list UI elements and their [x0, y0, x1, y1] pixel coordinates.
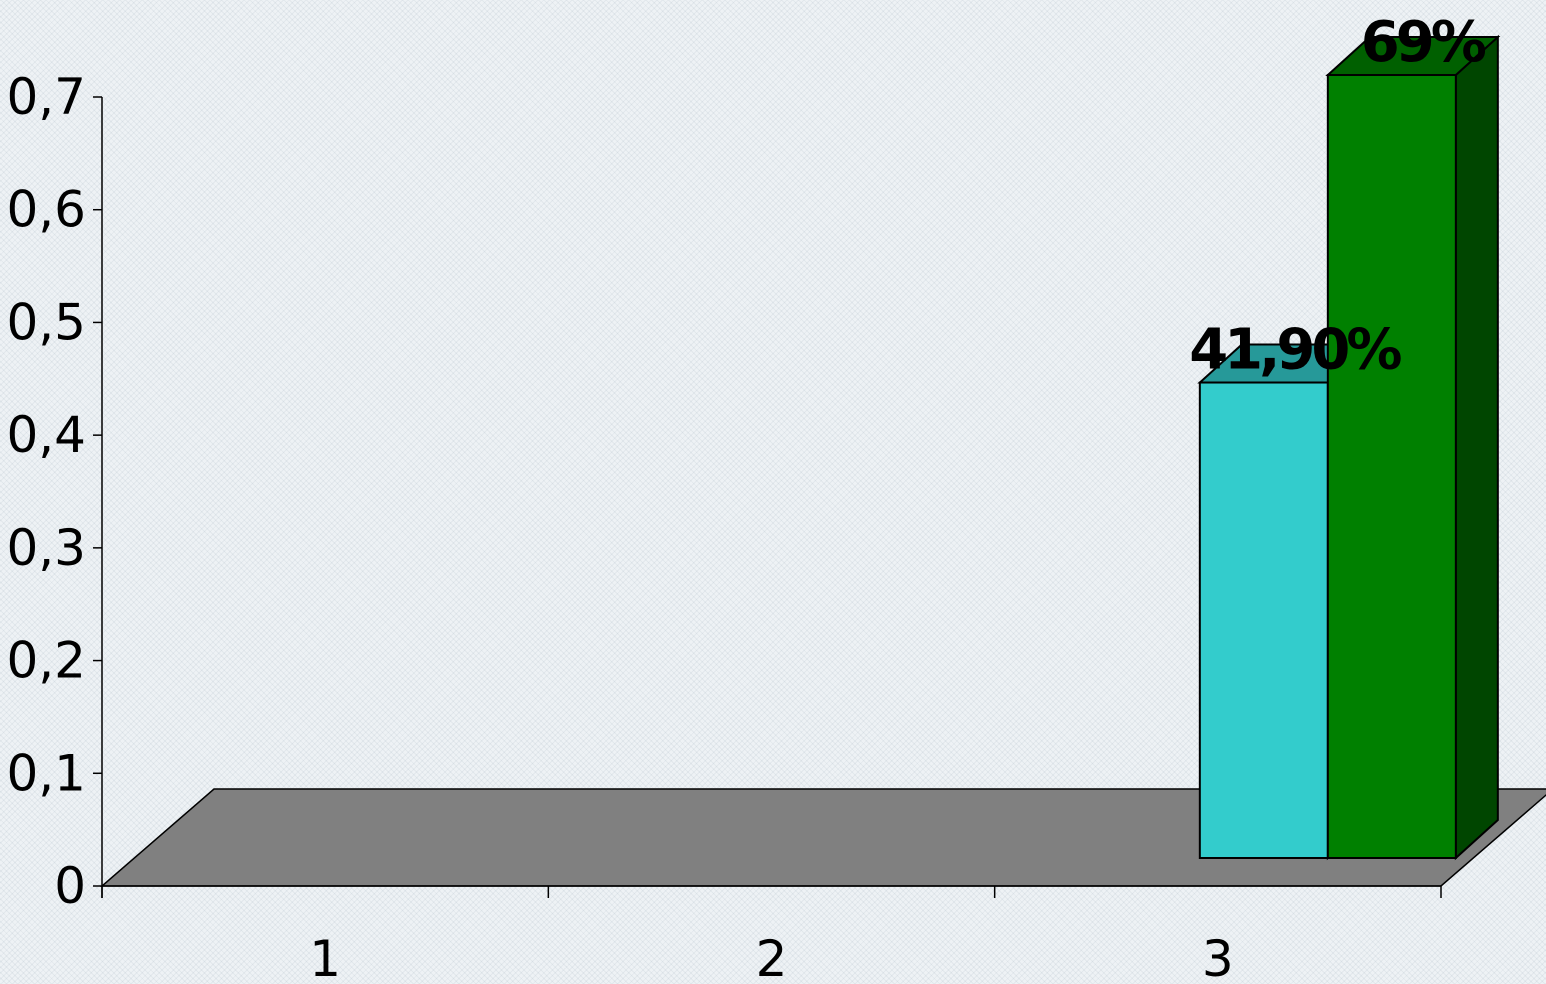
- x-tick-label: 2: [756, 930, 788, 984]
- y-tick-label: 0,3: [6, 519, 86, 577]
- y-tick-label: 0,7: [6, 68, 86, 126]
- y-tick-label: 0,4: [6, 406, 86, 464]
- data-label: 41,90%: [1189, 318, 1401, 383]
- labels-group: 41,90% 69%: [1189, 10, 1490, 383]
- bar-side-face: [1454, 34, 1499, 861]
- y-tick-label: 0,5: [6, 293, 86, 351]
- y-tick-label: 0,2: [6, 632, 86, 690]
- y-tick-label: 0,1: [6, 744, 86, 802]
- y-tick-label: 0,6: [6, 181, 86, 239]
- y-tick-label: 0: [54, 857, 86, 915]
- data-label: 69%: [1361, 10, 1486, 75]
- x-tick-label: 3: [1202, 930, 1234, 984]
- bar: [1326, 74, 1457, 859]
- bar: [1198, 381, 1329, 859]
- axes-group: 0 0,1 0,2 0,3 0,4 0,5 0,6 0,7 1 2 3: [6, 68, 1442, 984]
- x-tick-label: 1: [309, 930, 341, 984]
- bars-group: [1197, 34, 1501, 861]
